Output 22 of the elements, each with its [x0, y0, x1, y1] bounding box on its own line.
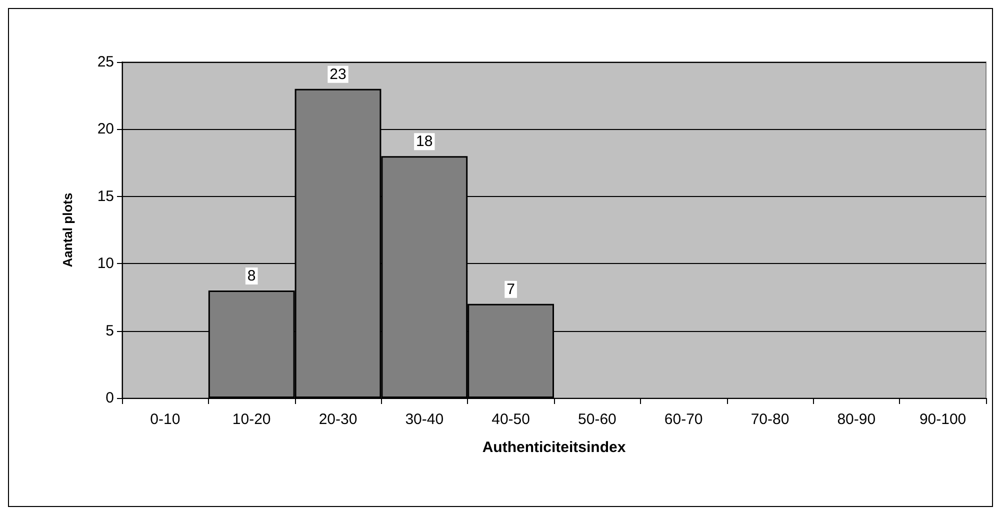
- x-tick-label: 0-10: [150, 411, 180, 428]
- x-tick-label: 60-70: [664, 411, 703, 428]
- x-tick-label: 90-100: [919, 411, 966, 428]
- y-tick-label: 0: [106, 390, 114, 406]
- data-label: 8: [247, 267, 256, 284]
- x-axis-title: Authenticiteitsindex: [482, 439, 626, 456]
- data-label: 18: [416, 133, 433, 150]
- x-tick-label: 40-50: [492, 411, 530, 428]
- y-axis-title: Aantal plots: [60, 192, 75, 268]
- data-label: 7: [506, 280, 515, 298]
- x-tick-label: 80-90: [837, 411, 876, 428]
- x-tick-label: 70-80: [750, 411, 790, 428]
- x-tick-label: 20-30: [318, 411, 358, 428]
- x-tick-label: 50-60: [578, 411, 616, 428]
- data-label: 23: [330, 66, 346, 83]
- x-tick-label: 10-20: [232, 411, 271, 428]
- y-tick-label: 10: [97, 255, 114, 272]
- y-tick-label: 25: [97, 54, 114, 70]
- y-tick-label: 15: [97, 188, 114, 205]
- y-tick-label: 20: [97, 120, 114, 138]
- y-tick-label: 5: [106, 322, 114, 340]
- x-tick-label: 30-40: [405, 411, 444, 428]
